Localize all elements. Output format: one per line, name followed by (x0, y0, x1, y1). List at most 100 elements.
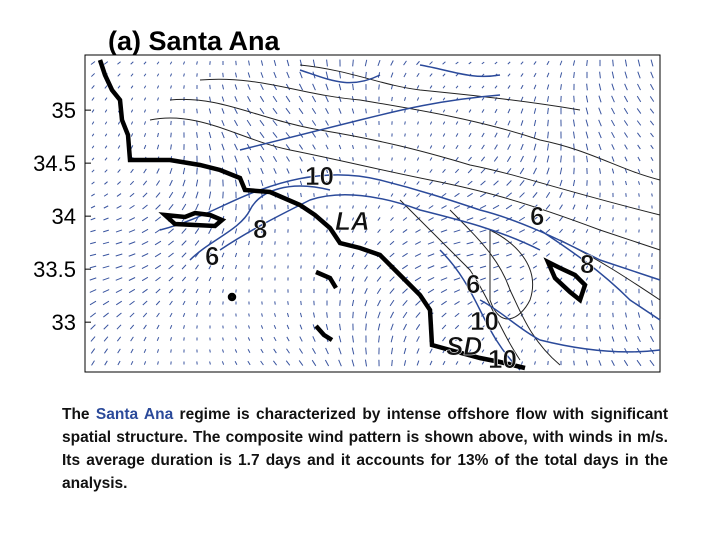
wind-arrow (339, 300, 341, 306)
wind-arrow (598, 119, 602, 127)
wind-arrow (286, 156, 290, 162)
wind-arrow (273, 71, 277, 79)
wind-arrow (156, 336, 160, 342)
wind-arrow (234, 337, 238, 341)
wind-arrow (390, 217, 394, 221)
wind-arrow (624, 144, 628, 150)
wind-arrow (506, 180, 512, 186)
wind-arrow (520, 96, 524, 102)
wind-arrow (547, 337, 549, 341)
wind-arrow (546, 325, 550, 329)
wind-arrow (222, 349, 224, 353)
wind-arrow (441, 205, 447, 209)
wind-arrow (559, 289, 563, 293)
wind-arrow (104, 133, 108, 137)
wind-arrow (625, 241, 627, 245)
wind-arrow (222, 289, 224, 293)
wind-arrow (637, 181, 641, 185)
wind-arrow (128, 229, 136, 233)
wind-arrow (585, 107, 589, 115)
wind-arrow (208, 252, 212, 258)
contour-label: 10 (488, 344, 517, 374)
wind-arrow (89, 265, 97, 269)
wind-arrow (429, 145, 433, 149)
wind-arrow (390, 347, 394, 355)
wind-arrow (415, 241, 421, 245)
wind-arrow (208, 289, 212, 293)
wind-arrow (377, 299, 381, 307)
wind-arrow (612, 59, 614, 67)
wind-arrow (455, 156, 459, 162)
wind-arrow (130, 121, 134, 125)
wind-arrow (298, 144, 304, 150)
wind-arrow (104, 181, 108, 185)
wind-arrow (247, 179, 251, 187)
contour-label: 6 (205, 241, 219, 271)
wind-arrow (352, 335, 354, 343)
wind-arrow (651, 300, 653, 306)
wind-arrow (248, 240, 250, 246)
wind-arrow (611, 324, 615, 330)
wind-arrow (246, 119, 252, 127)
wind-arrow (365, 323, 367, 331)
wind-arrow (623, 132, 629, 138)
wind-arrow (103, 312, 109, 318)
wind-arrow (611, 359, 615, 367)
y-axis: 35 34.5 34 33.5 33 (33, 98, 91, 335)
wind-arrow (624, 348, 628, 354)
wind-arrow (155, 180, 161, 186)
wind-arrow (195, 288, 199, 294)
wind-arrow (169, 167, 173, 175)
wind-arrow (259, 131, 265, 139)
wind-arrow (364, 311, 368, 319)
wind-arrow (623, 107, 629, 115)
wind-arrow (585, 204, 589, 210)
wind-arrow (285, 107, 291, 115)
wind-arrow (103, 61, 109, 65)
wind-arrow (221, 361, 225, 365)
wind-arrow (519, 167, 525, 175)
wind-arrow (453, 241, 461, 245)
wind-arrow (389, 311, 395, 319)
wind-arrow (168, 276, 174, 282)
wind-arrow (209, 349, 211, 353)
wind-arrow (624, 71, 628, 79)
wind-arrow (414, 276, 422, 282)
wind-arrow (248, 253, 250, 257)
wind-arrow (272, 107, 278, 115)
wind-arrow (429, 157, 433, 161)
wind-arrow (182, 179, 186, 187)
wind-arrow (391, 157, 393, 161)
wind-arrow (157, 361, 159, 365)
wind-arrow (208, 131, 212, 139)
wind-arrow (117, 169, 121, 173)
wind-arrow (326, 229, 328, 233)
wind-arrow (533, 167, 537, 175)
wind-arrow (259, 155, 265, 163)
wind-arrow (338, 264, 342, 270)
wind-arrow (169, 179, 173, 187)
wind-arrow (534, 349, 536, 353)
wind-arrow (390, 205, 394, 209)
wind-arrow (155, 288, 161, 294)
wind-arrow (468, 337, 472, 341)
wind-arrow (298, 95, 304, 103)
wind-arrow (507, 144, 511, 150)
wind-arrow (507, 120, 511, 126)
wind-arrow (117, 73, 121, 77)
wind-arrow (429, 133, 433, 137)
wind-arrow (299, 168, 303, 174)
wind-arrow (91, 121, 95, 125)
wind-arrow (115, 253, 123, 257)
wind-arrow (195, 203, 199, 211)
wind-arrow (560, 155, 562, 163)
wind-arrow (586, 192, 588, 198)
caption-highlight: Santa Ana (95, 406, 174, 423)
wind-arrow (481, 97, 485, 101)
wind-arrow (611, 71, 615, 79)
wind-arrow (533, 155, 537, 163)
wind-arrow (389, 299, 395, 307)
wind-arrow (585, 277, 589, 281)
wind-arrow (338, 288, 342, 294)
wind-arrow (468, 121, 472, 125)
